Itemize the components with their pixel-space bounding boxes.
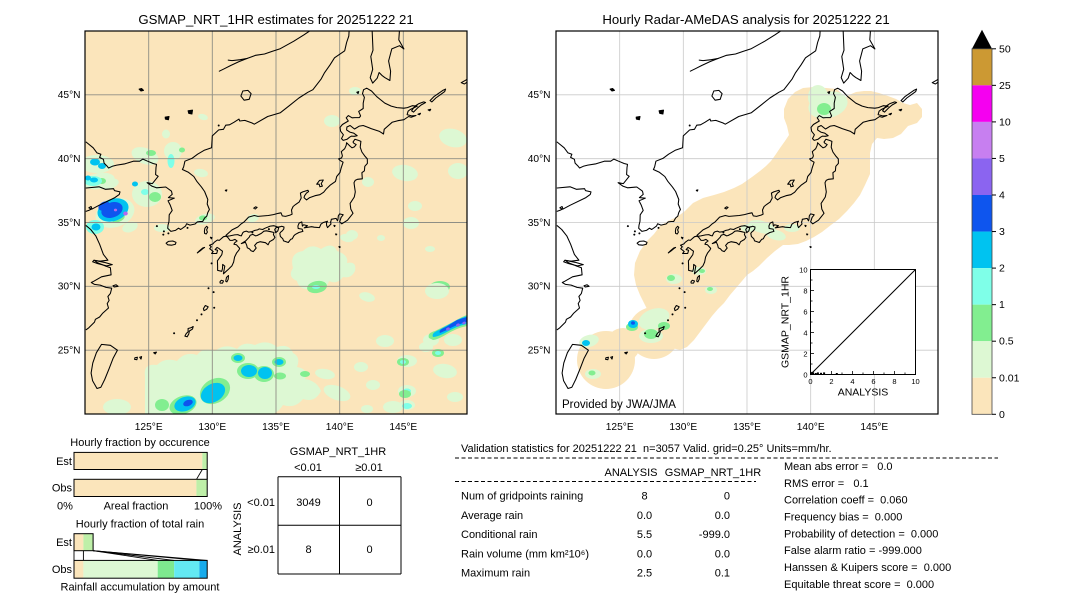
svg-text:5.5: 5.5 bbox=[637, 529, 652, 541]
svg-text:30°N: 30°N bbox=[528, 282, 551, 293]
svg-text:130°E: 130°E bbox=[669, 422, 697, 433]
svg-text:2: 2 bbox=[829, 377, 833, 386]
svg-text:<0.01: <0.01 bbox=[294, 462, 322, 474]
svg-text:125°E: 125°E bbox=[606, 422, 634, 433]
svg-text:Maximum rain: Maximum rain bbox=[461, 568, 530, 580]
svg-text:10: 10 bbox=[999, 116, 1011, 128]
svg-text:40°N: 40°N bbox=[528, 154, 551, 165]
svg-text:Areal fraction: Areal fraction bbox=[104, 501, 169, 513]
svg-text:Rainfall accumulation by amoun: Rainfall accumulation by amount bbox=[61, 582, 220, 594]
svg-text:140°E: 140°E bbox=[326, 422, 354, 433]
svg-text:ANALYSIS: ANALYSIS bbox=[838, 387, 889, 399]
svg-text:30°N: 30°N bbox=[58, 282, 81, 293]
svg-text:0%: 0% bbox=[57, 501, 73, 513]
svg-text:8: 8 bbox=[305, 544, 311, 556]
svg-text:GSMAP_NRT_1HR estimates for 20: GSMAP_NRT_1HR estimates for 20251222 21 bbox=[138, 12, 413, 27]
svg-text:35°N: 35°N bbox=[528, 218, 551, 229]
svg-text:3049: 3049 bbox=[296, 497, 320, 509]
svg-text:45°N: 45°N bbox=[528, 90, 551, 101]
svg-text:0.5: 0.5 bbox=[999, 336, 1014, 348]
svg-text:0: 0 bbox=[724, 491, 730, 503]
svg-text:140°E: 140°E bbox=[797, 422, 825, 433]
svg-text:Rain volume (mm km²10⁶): Rain volume (mm km²10⁶) bbox=[461, 548, 589, 560]
svg-text:Equitable threat score = 0.00: Equitable threat score = 0.000 bbox=[784, 579, 934, 591]
svg-text:8: 8 bbox=[803, 286, 807, 295]
svg-text:Hourly fraction of total rain: Hourly fraction of total rain bbox=[76, 519, 204, 531]
svg-text:3: 3 bbox=[999, 226, 1005, 238]
svg-text:ANALYSIS: ANALYSIS bbox=[232, 503, 244, 556]
svg-text:Num of gridpoints raining: Num of gridpoints raining bbox=[461, 491, 583, 503]
svg-text:145°E: 145°E bbox=[860, 422, 888, 433]
svg-text:10: 10 bbox=[911, 377, 919, 386]
svg-text:100%: 100% bbox=[194, 501, 222, 513]
svg-text:130°E: 130°E bbox=[198, 422, 226, 433]
svg-text:RMS error = 0.1: RMS error = 0.1 bbox=[784, 478, 869, 490]
svg-text:Est: Est bbox=[56, 537, 72, 549]
svg-text:135°E: 135°E bbox=[733, 422, 761, 433]
svg-text:6: 6 bbox=[803, 307, 807, 316]
svg-text:50: 50 bbox=[999, 43, 1011, 55]
svg-text:0: 0 bbox=[808, 377, 812, 386]
svg-text:0: 0 bbox=[366, 497, 372, 509]
svg-text:2: 2 bbox=[999, 263, 1005, 275]
svg-text:2.5: 2.5 bbox=[637, 568, 652, 580]
svg-text:0.1: 0.1 bbox=[715, 568, 730, 580]
svg-text:0: 0 bbox=[803, 370, 807, 379]
svg-text:5: 5 bbox=[999, 153, 1005, 165]
svg-text:2: 2 bbox=[803, 349, 807, 358]
svg-text:Validation statistics for 2025: Validation statistics for 20251222 21 n=… bbox=[461, 443, 832, 455]
svg-text:8: 8 bbox=[892, 377, 896, 386]
svg-text:40°N: 40°N bbox=[58, 154, 81, 165]
svg-text:0: 0 bbox=[366, 544, 372, 556]
svg-text:Probability of detection = 0.: Probability of detection = 0.000 bbox=[784, 528, 938, 540]
svg-text:Hanssen & Kuipers score = 0.0: Hanssen & Kuipers score = 0.000 bbox=[784, 562, 951, 574]
svg-text:Est: Est bbox=[56, 456, 72, 468]
svg-text:Hourly fraction by occurence: Hourly fraction by occurence bbox=[70, 437, 209, 449]
svg-text:125°E: 125°E bbox=[135, 422, 163, 433]
svg-text:Average rain: Average rain bbox=[461, 510, 523, 522]
svg-text:0.01: 0.01 bbox=[999, 372, 1020, 384]
svg-text:10: 10 bbox=[799, 265, 807, 274]
svg-text:GSMAP_NRT_1HR: GSMAP_NRT_1HR bbox=[290, 446, 386, 458]
svg-text:Conditional rain: Conditional rain bbox=[461, 529, 537, 541]
svg-text:0.0: 0.0 bbox=[637, 548, 652, 560]
svg-text:Correlation coeff = 0.060: Correlation coeff = 0.060 bbox=[784, 495, 908, 507]
svg-text:4: 4 bbox=[803, 328, 807, 337]
svg-text:≥0.01: ≥0.01 bbox=[355, 462, 382, 474]
svg-text:4: 4 bbox=[999, 190, 1005, 202]
svg-text:Obs: Obs bbox=[52, 483, 73, 495]
svg-text:35°N: 35°N bbox=[58, 218, 81, 229]
svg-text:Hourly Radar-AMeDAS analysis f: Hourly Radar-AMeDAS analysis for 2025122… bbox=[602, 12, 889, 27]
svg-text:6: 6 bbox=[871, 377, 875, 386]
svg-text:0.0: 0.0 bbox=[715, 510, 730, 522]
svg-text:Frequency bias = 0.000: Frequency bias = 0.000 bbox=[784, 512, 902, 524]
svg-text:GSMAP_NRT_1HR: GSMAP_NRT_1HR bbox=[780, 276, 792, 368]
svg-text:0.0: 0.0 bbox=[715, 548, 730, 560]
svg-text:0.0: 0.0 bbox=[637, 510, 652, 522]
svg-text:25°N: 25°N bbox=[528, 346, 551, 357]
svg-text:ANALYSIS: ANALYSIS bbox=[605, 467, 658, 479]
svg-text:Obs: Obs bbox=[52, 564, 73, 576]
svg-text:4: 4 bbox=[850, 377, 854, 386]
svg-text:145°E: 145°E bbox=[389, 422, 417, 433]
svg-text:25: 25 bbox=[999, 80, 1011, 92]
svg-text:1: 1 bbox=[999, 299, 1005, 311]
svg-text:GSMAP_NRT_1HR: GSMAP_NRT_1HR bbox=[665, 467, 761, 479]
svg-text:-999.0: -999.0 bbox=[699, 529, 730, 541]
svg-text:135°E: 135°E bbox=[262, 422, 290, 433]
svg-text:45°N: 45°N bbox=[58, 90, 81, 101]
svg-text:0: 0 bbox=[999, 409, 1005, 421]
svg-text:8: 8 bbox=[641, 491, 647, 503]
svg-text:≥0.01: ≥0.01 bbox=[248, 544, 275, 556]
svg-text:Mean abs error = 0.0: Mean abs error = 0.0 bbox=[784, 461, 893, 473]
svg-text:25°N: 25°N bbox=[58, 346, 81, 357]
svg-text:Provided by JWA/JMA: Provided by JWA/JMA bbox=[562, 399, 676, 411]
svg-text:False alarm ratio = -999.000: False alarm ratio = -999.000 bbox=[784, 545, 922, 557]
svg-text:<0.01: <0.01 bbox=[247, 497, 275, 509]
